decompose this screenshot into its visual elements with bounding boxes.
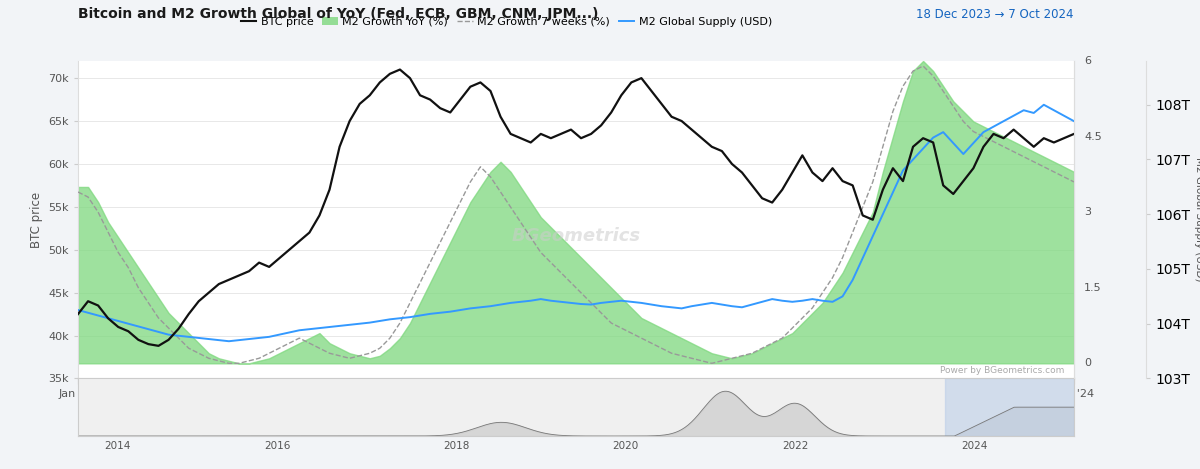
Legend: BTC price, M2 Growth YoY (%), M2 Growth 7 weeks (%), M2 Global Supply (USD): BTC price, M2 Growth YoY (%), M2 Growth …: [236, 13, 776, 31]
Text: 6: 6: [1084, 56, 1091, 66]
Text: Bitcoin and M2 Growth Global of YoY (Fed, ECB, GBM, CNM, JPM...): Bitcoin and M2 Growth Global of YoY (Fed…: [78, 7, 599, 21]
Text: 1.5: 1.5: [1084, 283, 1102, 293]
Y-axis label: BTC price: BTC price: [30, 192, 43, 248]
Bar: [944, 378, 1074, 436]
Y-axis label: M2 Global Supply (USD): M2 Global Supply (USD): [1194, 158, 1200, 282]
Text: 4.5: 4.5: [1084, 132, 1102, 142]
Text: BGeometrics: BGeometrics: [511, 227, 641, 244]
Text: 3: 3: [1084, 207, 1091, 217]
Text: Power by BGeometrics.com: Power by BGeometrics.com: [940, 366, 1064, 375]
Text: 0: 0: [1084, 358, 1091, 368]
Text: 18 Dec 2023 → 7 Oct 2024: 18 Dec 2023 → 7 Oct 2024: [917, 8, 1074, 21]
